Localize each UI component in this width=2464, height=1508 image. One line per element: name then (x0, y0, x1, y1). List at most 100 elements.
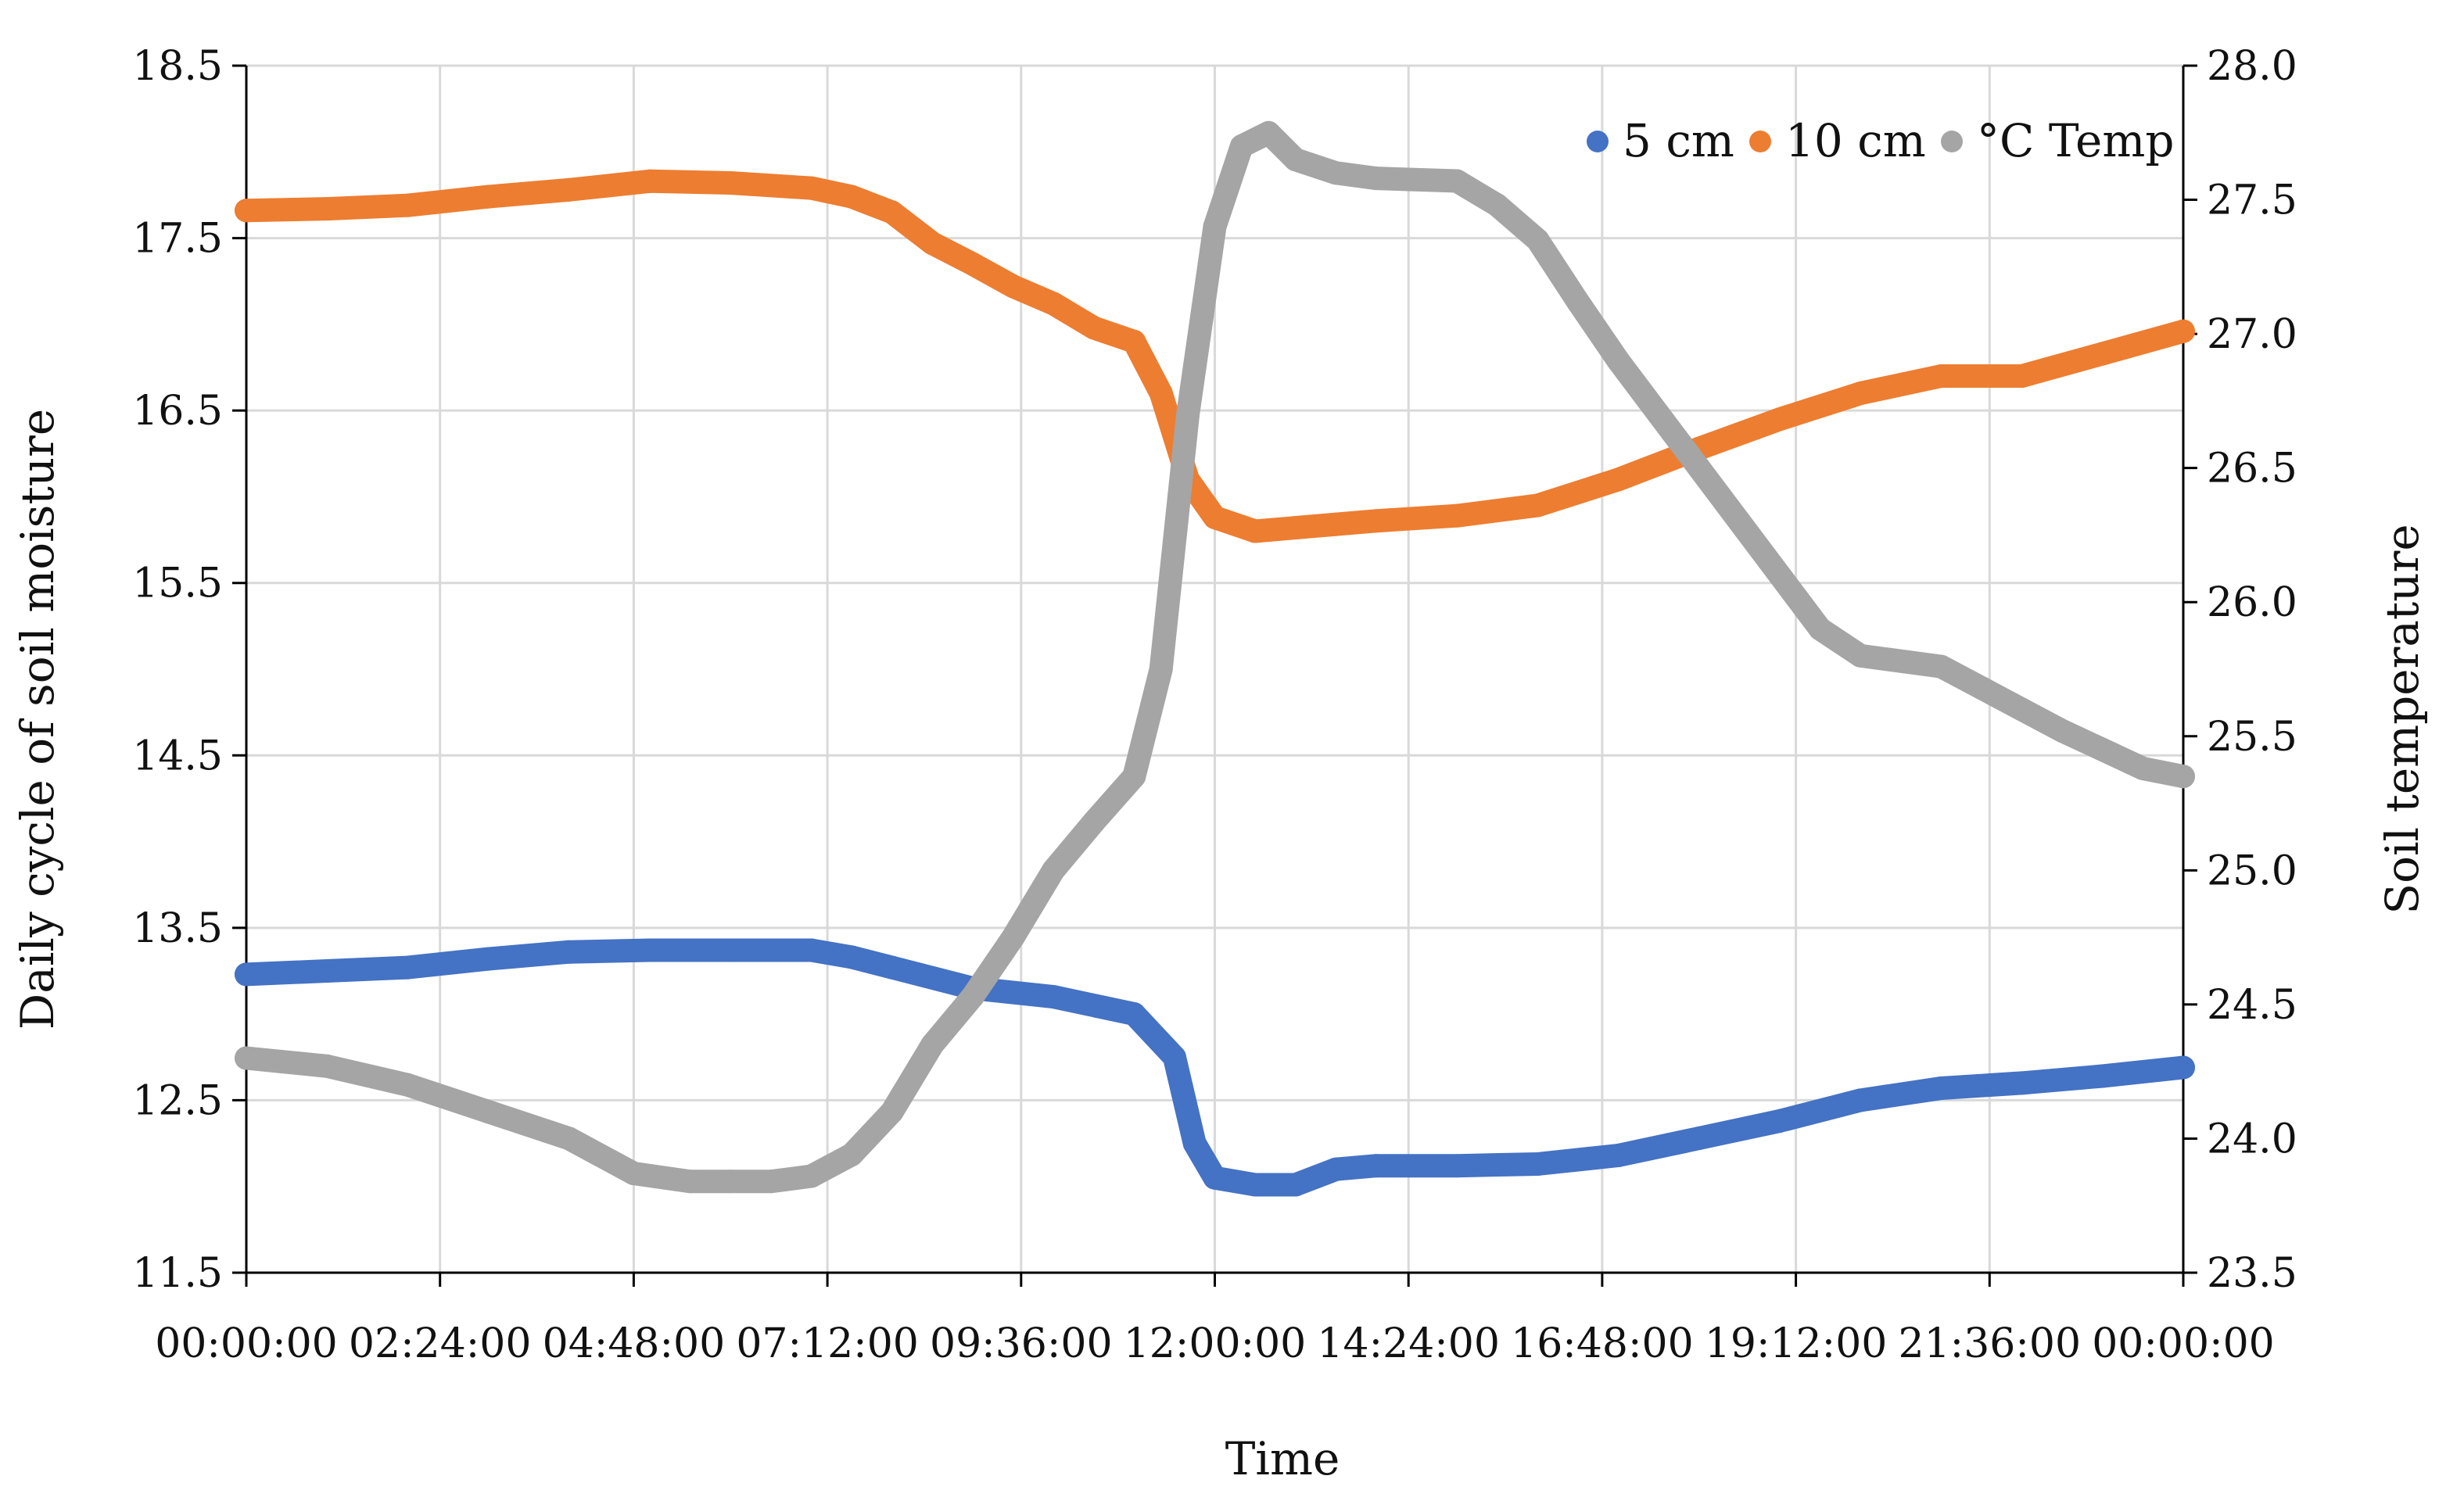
y-tick-label-right: 23.5 (2207, 1250, 2297, 1297)
data-point (840, 1143, 864, 1166)
data-point (1606, 467, 1630, 492)
data-point (1445, 169, 1469, 193)
data-point (1001, 926, 1025, 950)
data-point (396, 1073, 420, 1097)
data-point (678, 1170, 702, 1194)
data-point (960, 984, 985, 1008)
data-point (557, 177, 581, 202)
x-tick-label: 02:24:00 (349, 1320, 532, 1367)
x-axis-tick-labels: 00:00:00 02:24:00 04:48:00 07:12:00 09:36:00… (155, 1320, 2275, 1367)
y-tick-label-right: 26.0 (2207, 579, 2297, 626)
y-axis-title-left: Daily cycle of soil moisture (11, 409, 64, 1030)
data-point (1445, 503, 1469, 528)
data-point (840, 184, 864, 209)
x-tick-label: 12:00:00 (1124, 1320, 1307, 1367)
x-tick-label: 00:00:00 (155, 1320, 338, 1367)
data-point (759, 1170, 783, 1194)
data-point (1929, 1076, 1953, 1100)
left-axis-tick-labels: 18.5 17.5 16.5 15.5 14.5 13.5 12.5 11.5 (132, 43, 223, 1297)
data-point (960, 252, 985, 276)
data-point (719, 938, 743, 962)
data-point (1283, 516, 1307, 540)
data-point (799, 938, 823, 962)
data-point (2090, 342, 2114, 366)
data-point (638, 938, 662, 962)
data-point (557, 940, 581, 964)
data-point (2090, 737, 2114, 761)
data-point (235, 962, 258, 987)
data-point (1768, 563, 1792, 587)
data-point (2172, 765, 2195, 789)
y-tick-label-left: 13.5 (132, 905, 223, 952)
data-point (1929, 654, 1953, 679)
legend-label-10cm: 10 cm (1785, 114, 1926, 167)
data-point (1849, 1088, 1873, 1112)
data-point (1606, 1144, 1630, 1167)
data-point (1122, 1002, 1146, 1026)
data-point (2172, 319, 2195, 343)
data-point (315, 197, 339, 221)
data-point (1182, 1131, 1207, 1155)
data-point (1042, 985, 1066, 1009)
x-tick-label: 14:24:00 (1317, 1320, 1500, 1367)
y-tick-label-left: 16.5 (132, 388, 223, 435)
x-tick-label: 21:36:00 (1899, 1320, 2082, 1367)
data-point (1566, 289, 1590, 313)
data-point (1324, 1157, 1348, 1181)
y-tick-label-left: 17.5 (132, 216, 223, 263)
data-point (1687, 456, 1711, 480)
series-5-cm (235, 938, 2195, 1197)
data-point (557, 1127, 581, 1151)
data-point (1081, 810, 1106, 834)
y-tick-label-left: 15.5 (132, 561, 223, 607)
legend-marker-5cm (1587, 131, 1609, 152)
data-point (1768, 1109, 1792, 1133)
data-point (880, 955, 904, 980)
data-point (1149, 381, 1173, 406)
data-point (1149, 657, 1173, 681)
y-tick-label-right: 27.5 (2207, 177, 2297, 224)
y-tick-label-left: 12.5 (132, 1077, 223, 1124)
data-point (799, 176, 823, 200)
x-tick-label: 00:00:00 (2092, 1320, 2275, 1367)
x-tick-label: 04:48:00 (543, 1320, 726, 1367)
data-point (2090, 1064, 2114, 1088)
data-point (1849, 381, 1873, 406)
legend-marker-temp (1941, 131, 1963, 152)
data-point (1229, 134, 1254, 158)
data-point (1526, 1152, 1550, 1176)
data-point (2131, 757, 2155, 780)
data-point (1526, 228, 1550, 252)
data-point (1243, 519, 1268, 543)
data-point (1203, 214, 1227, 238)
data-point (1526, 493, 1550, 518)
y-tick-label-right: 28.0 (2207, 43, 2297, 90)
data-point (880, 1100, 904, 1124)
data-point (1364, 509, 1388, 533)
y-axis-title-right: Soil temperature (2376, 524, 2429, 914)
data-point (920, 1033, 945, 1057)
data-point (840, 945, 864, 969)
data-point (719, 1170, 743, 1194)
y-tick-label-right: 24.5 (2207, 982, 2297, 1029)
data-point (235, 199, 258, 223)
data-point (2010, 364, 2034, 388)
data-point (1081, 316, 1106, 340)
data-point (1122, 765, 1146, 789)
y-tick-label-left: 14.5 (132, 733, 223, 779)
data-point (396, 955, 420, 980)
data-point (476, 1100, 500, 1124)
data-point (719, 171, 743, 195)
legend-label-temp: °C Temp (1977, 114, 2174, 167)
data-point (1042, 292, 1066, 316)
data-point (1162, 1045, 1186, 1069)
data-point (799, 1164, 823, 1188)
data-point (1687, 1127, 1711, 1150)
data-point (476, 184, 500, 209)
data-point (880, 200, 904, 224)
axes (232, 64, 2197, 1287)
data-point (1849, 643, 1873, 668)
y-tick-label-right: 26.5 (2207, 446, 2297, 493)
y-tick-label-left: 11.5 (132, 1250, 223, 1297)
